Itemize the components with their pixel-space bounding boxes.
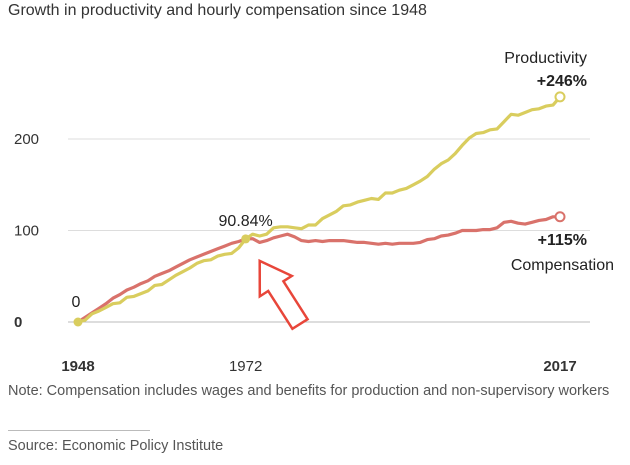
start-label: 0 bbox=[72, 294, 81, 311]
chart-source: Source: Economic Policy Institute bbox=[8, 438, 224, 454]
series-line-compensation bbox=[76, 215, 562, 324]
divergence-marker bbox=[241, 234, 251, 244]
series-label-compensation: Compensation bbox=[511, 257, 614, 274]
divergence-label: 90.84% bbox=[219, 213, 273, 230]
series-end-value-productivity: +246% bbox=[537, 73, 587, 90]
series-lines bbox=[73, 91, 566, 327]
note-divider bbox=[8, 430, 150, 431]
x-axis-ticks: 1948 1972 2017 bbox=[61, 358, 576, 375]
series-label-productivity: Productivity bbox=[504, 50, 587, 67]
chart-labels: 0 90.84% Productivity +246% +115% Compensatio… bbox=[72, 50, 614, 311]
line-chart: 0 100 200 1948 1972 2017 0 90.84% Productivity… bbox=[14, 50, 614, 375]
y-tick-label: 200 bbox=[14, 131, 39, 148]
grid-lines bbox=[68, 138, 590, 323]
divergence-arrow bbox=[258, 258, 310, 331]
y-tick-label: 100 bbox=[14, 223, 39, 240]
start-marker bbox=[73, 317, 83, 327]
x-tick-label: 1972 bbox=[229, 358, 262, 375]
x-tick-label: 1948 bbox=[61, 358, 94, 375]
end-marker-productivity bbox=[554, 91, 566, 103]
chart-note: Note: Compensation includes wages and be… bbox=[8, 383, 610, 399]
y-axis-ticks: 0 100 200 bbox=[14, 131, 39, 331]
x-tick-label: 2017 bbox=[543, 358, 576, 375]
end-marker-compensation bbox=[554, 211, 566, 223]
chart-title: Growth in productivity and hourly compen… bbox=[8, 2, 427, 19]
series-line-productivity bbox=[76, 95, 562, 324]
y-tick-label: 0 bbox=[14, 314, 22, 331]
arrow-icon bbox=[258, 258, 310, 331]
series-end-value-compensation: +115% bbox=[538, 232, 587, 249]
